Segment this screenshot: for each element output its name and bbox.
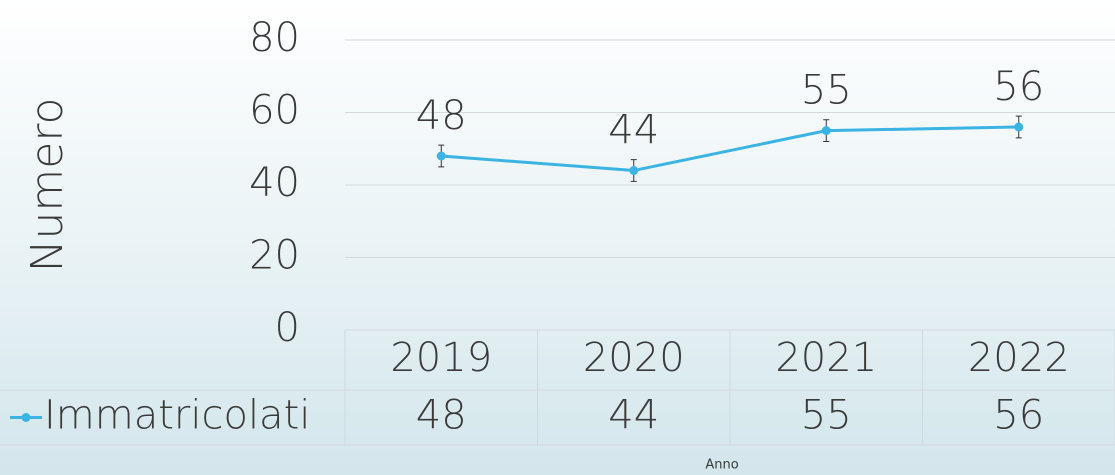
x-tick-label: 2019 — [390, 335, 492, 381]
data-label: 48 — [416, 93, 467, 139]
y-tick-label: 80 — [249, 15, 300, 61]
x-tick-label: 2020 — [583, 335, 685, 381]
table-value: 48 — [416, 393, 467, 439]
data-label: 55 — [801, 68, 852, 114]
data-label: 56 — [993, 64, 1044, 110]
table-value: 55 — [801, 393, 852, 439]
legend-label: Immatricolati — [44, 393, 310, 439]
point — [1014, 122, 1024, 132]
point — [436, 151, 446, 161]
y-tick-label: 20 — [249, 233, 300, 279]
x-tick-label: 2022 — [968, 335, 1070, 381]
table-value: 44 — [608, 393, 659, 439]
point — [821, 126, 831, 136]
y-tick-label: 0 — [275, 305, 300, 351]
line-series — [441, 125, 1019, 173]
data-label: 44 — [608, 108, 659, 154]
y-axis-label: Numero — [22, 98, 73, 273]
legend-marker — [21, 413, 31, 422]
y-tick-label: 60 — [249, 88, 300, 134]
point — [629, 166, 639, 175]
table-value: 56 — [993, 393, 1044, 439]
x-tick-label: 2021 — [775, 335, 877, 381]
y-tick-label: 40 — [249, 160, 300, 206]
x-axis-label: Anno — [705, 458, 738, 473]
